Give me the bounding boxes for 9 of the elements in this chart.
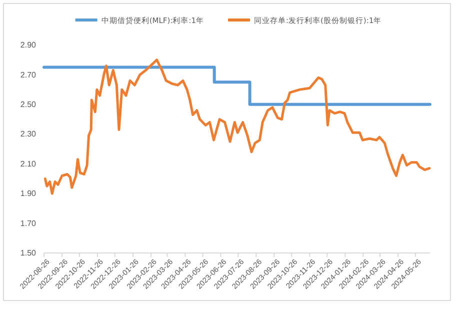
- y-tick-label: 2.70: [20, 70, 37, 80]
- line-series: [44, 58, 431, 195]
- y-tick-label: 2.30: [20, 130, 37, 139]
- y-tick-label: 2.90: [20, 40, 37, 50]
- y-tick-label: 2.10: [20, 159, 37, 168]
- y-tick-label: 1.90: [20, 189, 37, 198]
- y-tick-label: 1.50: [20, 248, 37, 258]
- y-tick-label: 1.70: [20, 218, 37, 228]
- y-tick-label: 2.50: [20, 100, 37, 109]
